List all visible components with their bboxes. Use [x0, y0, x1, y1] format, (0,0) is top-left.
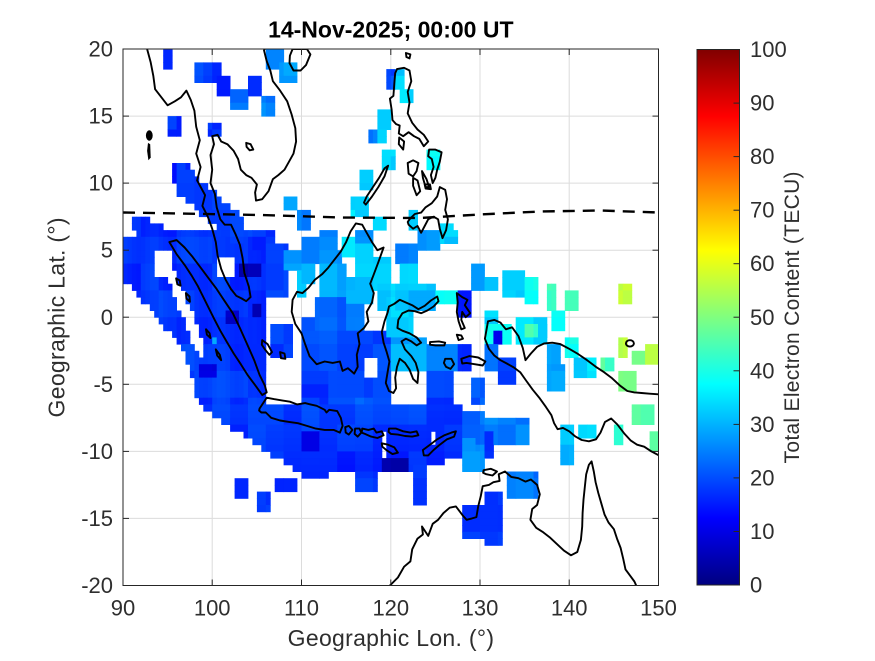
- svg-text:20: 20: [89, 37, 113, 62]
- svg-text:-20: -20: [81, 573, 113, 598]
- svg-text:100: 100: [194, 596, 231, 621]
- svg-text:Total Electron Content (TECU): Total Electron Content (TECU): [781, 171, 804, 463]
- svg-text:0: 0: [101, 305, 113, 330]
- svg-text:0: 0: [750, 573, 762, 598]
- svg-text:-15: -15: [81, 506, 113, 531]
- svg-text:120: 120: [372, 596, 409, 621]
- svg-text:50: 50: [750, 305, 774, 330]
- svg-text:-10: -10: [81, 439, 113, 464]
- svg-text:10: 10: [89, 171, 113, 196]
- svg-text:70: 70: [750, 198, 774, 223]
- svg-text:14-Nov-2025; 00:00 UT: 14-Nov-2025; 00:00 UT: [268, 17, 513, 43]
- svg-text:Geographic Lon. (°): Geographic Lon. (°): [288, 625, 495, 651]
- svg-text:90: 90: [111, 596, 135, 621]
- svg-text:15: 15: [89, 104, 113, 129]
- svg-text:80: 80: [750, 144, 774, 169]
- svg-text:Geographic Lat. (°): Geographic Lat. (°): [44, 217, 70, 417]
- svg-text:90: 90: [750, 91, 774, 116]
- svg-text:20: 20: [750, 465, 774, 490]
- svg-text:130: 130: [462, 596, 499, 621]
- svg-text:30: 30: [750, 412, 774, 437]
- svg-text:60: 60: [750, 251, 774, 276]
- svg-text:40: 40: [750, 358, 774, 383]
- svg-text:100: 100: [750, 37, 787, 62]
- svg-text:110: 110: [284, 596, 319, 621]
- svg-text:140: 140: [551, 596, 588, 621]
- svg-text:-5: -5: [93, 372, 113, 397]
- svg-text:5: 5: [101, 238, 113, 263]
- svg-text:10: 10: [750, 519, 774, 544]
- svg-text:150: 150: [640, 596, 677, 621]
